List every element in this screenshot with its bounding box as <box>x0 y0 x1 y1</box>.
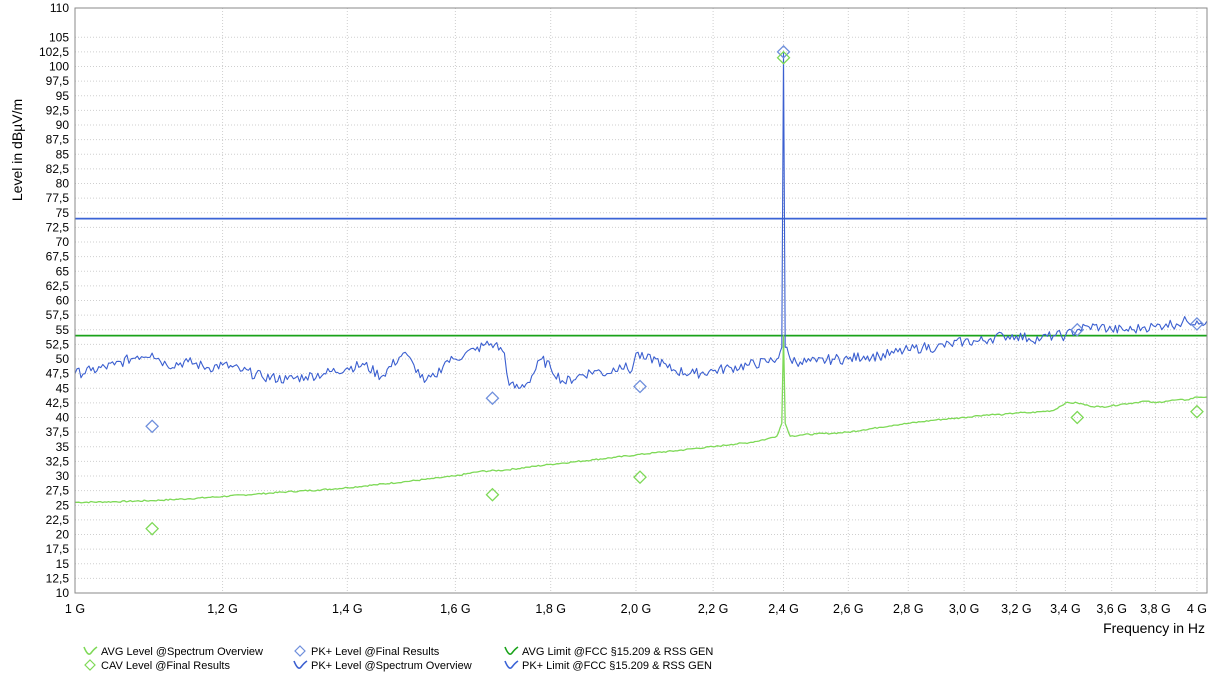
y-tick-label: 105 <box>49 30 69 44</box>
pk-spectrum-trace <box>74 51 1208 389</box>
final-result-marker <box>776 44 791 59</box>
y-tick-label: 15 <box>56 557 70 571</box>
legend-item: AVG Level @Spectrum Overview <box>83 646 263 658</box>
final-result-marker <box>485 391 500 406</box>
x-tick-label: 2,4 G <box>768 602 799 616</box>
x-tick-label: 3,8 G <box>1140 602 1171 616</box>
final-result-marker <box>485 487 500 502</box>
y-tick-label: 25 <box>56 498 70 512</box>
final-result-marker <box>145 521 160 536</box>
legend-item: AVG Limit @FCC §15.209 & RSS GEN <box>504 646 713 658</box>
y-tick-label: 32,5 <box>46 454 70 468</box>
legend-label: AVG Limit @FCC §15.209 & RSS GEN <box>522 646 713 658</box>
x-tick-label: 2,2 G <box>698 602 729 616</box>
y-tick-label: 45 <box>56 381 70 395</box>
legend-diamond-icon <box>84 659 96 671</box>
legend-label: PK+ Level @Spectrum Overview <box>311 660 472 672</box>
x-tick-label: 1 G <box>65 602 85 616</box>
y-tick-label: 17,5 <box>46 542 70 556</box>
x-tick-label: 1,4 G <box>332 602 363 616</box>
final-result-marker <box>1070 322 1085 337</box>
x-tick-label: 3,6 G <box>1096 602 1127 616</box>
final-result-marker <box>1070 410 1085 425</box>
y-tick-label: 62,5 <box>46 279 70 293</box>
x-tick-labels: 1 G 1,2 G 1,4 G 1,6 G 1,8 G 2,0 G 2,2 G 2,4 G 2,… <box>65 602 1207 616</box>
legend-label: PK+ Limit @FCC §15.209 & RSS GEN <box>522 660 712 672</box>
legend-item: PK+ Limit @FCC §15.209 & RSS GEN <box>504 660 712 672</box>
y-tick-label: 77,5 <box>46 191 70 205</box>
x-tick-label: 3,4 G <box>1050 602 1081 616</box>
y-tick-label: 55 <box>56 323 70 337</box>
y-tick-label: 75 <box>56 206 70 220</box>
y-tick-label: 52,5 <box>46 337 70 351</box>
x-tick-label: 3,2 G <box>1001 602 1032 616</box>
y-tick-label: 110 <box>50 1 69 15</box>
y-tick-label: 30 <box>56 469 70 483</box>
legend-line-icon <box>83 646 98 655</box>
final-result-marker <box>145 419 160 434</box>
y-tick-label: 97,5 <box>46 74 70 88</box>
final-result-marker <box>1190 404 1204 419</box>
y-tick-label: 42,5 <box>46 396 70 410</box>
x-tick-label: 2,6 G <box>833 602 864 616</box>
y-tick-label: 85 <box>56 147 70 161</box>
final-result-marker <box>776 50 791 65</box>
legend-diamond-icon <box>294 645 306 657</box>
x-tick-label: 4 G <box>1187 602 1207 616</box>
y-tick-label: 90 <box>56 118 70 132</box>
y-tick-label: 20 <box>56 528 70 542</box>
x-tick-label: 1,6 G <box>440 602 471 616</box>
y-tick-label: 35 <box>56 440 70 454</box>
final-result-marker <box>633 470 647 485</box>
legend-line-icon <box>293 660 308 669</box>
y-tick-label: 70 <box>56 235 70 249</box>
y-tick-label: 95 <box>56 89 70 103</box>
y-tick-label: 27,5 <box>46 484 70 498</box>
y-tick-label: 65 <box>56 264 70 278</box>
legend: AVG Level @Spectrum Overview CAV Level @F… <box>83 645 713 672</box>
y-axis-label: Level in dBµV/m <box>9 99 25 201</box>
legend-item: PK+ Level @Spectrum Overview <box>293 660 472 672</box>
y-tick-label: 82,5 <box>46 162 70 176</box>
plot-area <box>74 44 1208 536</box>
legend-item: CAV Level @Final Results <box>84 659 230 672</box>
x-tick-label: 1,8 G <box>535 602 566 616</box>
y-tick-label: 67,5 <box>46 250 70 264</box>
y-tick-label: 100 <box>49 60 69 74</box>
y-tick-label: 102,5 <box>39 45 69 59</box>
y-tick-label: 50 <box>56 352 70 366</box>
x-tick-label: 2,8 G <box>893 602 924 616</box>
legend-label: PK+ Level @Final Results <box>311 646 440 658</box>
legend-label: CAV Level @Final Results <box>101 660 230 672</box>
y-tick-label: 60 <box>56 294 70 308</box>
y-tick-label: 92,5 <box>46 103 70 117</box>
y-tick-label: 40 <box>56 411 70 425</box>
legend-line-icon <box>504 660 519 669</box>
y-tick-label: 10 <box>56 586 70 600</box>
y-tick-label: 47,5 <box>46 367 70 381</box>
final-result-marker <box>1190 316 1204 331</box>
x-tick-label: 3,0 G <box>949 602 980 616</box>
y-tick-label: 12,5 <box>46 571 70 585</box>
legend-item: PK+ Level @Final Results <box>294 645 440 658</box>
y-tick-label: 72,5 <box>46 220 70 234</box>
avg-spectrum-trace <box>75 334 1208 504</box>
x-axis-label: Frequency in Hz <box>1103 620 1205 636</box>
y-tick-label: 22,5 <box>46 513 70 527</box>
y-tick-labels: 1012,51517,52022,52527,53032,53537,54042… <box>39 1 69 600</box>
plot-frame <box>74 7 1208 594</box>
y-tick-label: 87,5 <box>46 133 70 147</box>
x-tick-label: 2,0 G <box>621 602 652 616</box>
final-result-marker <box>633 379 647 394</box>
x-tick-label: 1,2 G <box>207 602 238 616</box>
y-tick-label: 80 <box>56 177 70 191</box>
grid <box>74 7 1207 594</box>
legend-line-icon <box>504 646 519 655</box>
y-tick-label: 37,5 <box>46 425 70 439</box>
legend-label: AVG Level @Spectrum Overview <box>101 646 263 658</box>
y-tick-label: 57,5 <box>46 308 70 322</box>
